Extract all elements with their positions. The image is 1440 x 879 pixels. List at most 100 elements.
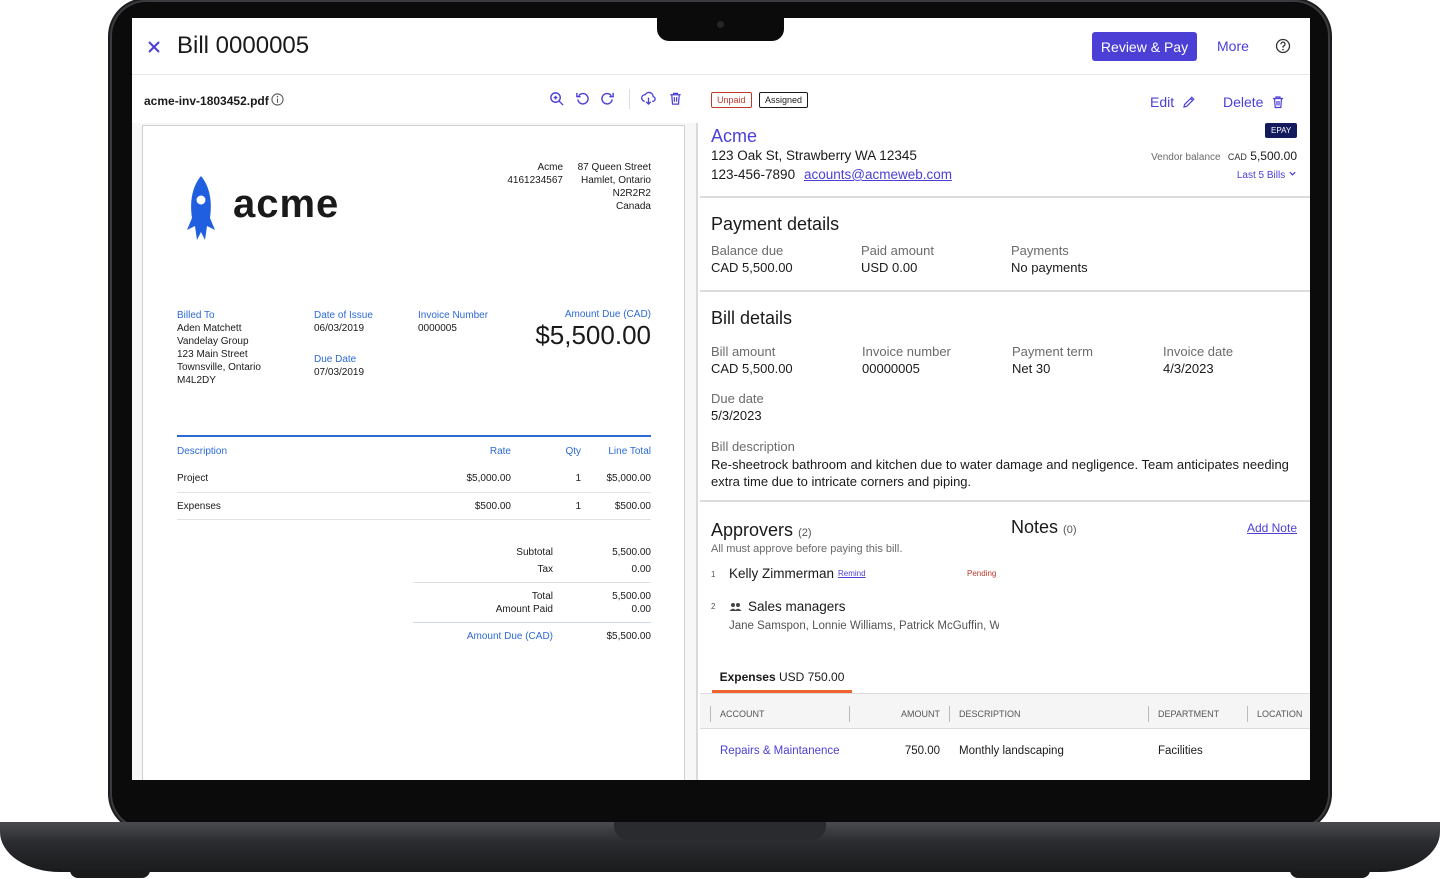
- col-qty: Qty: [565, 446, 581, 457]
- col-description[interactable]: DESCRIPTION: [959, 709, 1021, 719]
- balance-due-label: Balance due: [711, 243, 784, 258]
- col-location[interactable]: LOCATION: [1257, 709, 1303, 719]
- chevron-down-icon: [1289, 171, 1296, 176]
- due-date-block: Due Date 07/03/2019: [314, 354, 365, 378]
- subtotal-values: 5,500.00 0.00: [612, 547, 651, 575]
- rotate-right-icon[interactable]: [600, 91, 615, 106]
- row-description: Monthly landscaping: [959, 745, 1064, 757]
- date-of-issue-block: Date of Issue 06/03/2019: [314, 310, 373, 334]
- approvers-title: Approvers (2): [711, 520, 812, 540]
- col-rate: Rate: [489, 446, 511, 457]
- approver-group-name: Sales managers: [748, 599, 846, 614]
- app-screen: Bill 0000005 Review & Pay More acme-inv-…: [132, 18, 1310, 780]
- info-icon[interactable]: [271, 93, 284, 106]
- more-button[interactable]: More: [1217, 38, 1249, 54]
- approver-index: 1: [711, 570, 716, 579]
- edit-label: Edit: [1150, 94, 1175, 110]
- line-item-qty: 1: [575, 501, 581, 512]
- line-item-rate: $5,000.00: [466, 473, 512, 484]
- close-icon[interactable]: [146, 39, 162, 55]
- invoice-date-value: 4/3/2023: [1163, 361, 1214, 376]
- line-item-total: $5,000.00: [606, 473, 652, 484]
- totals-divider: [413, 622, 651, 623]
- rotate-left-icon[interactable]: [575, 91, 590, 106]
- amount-due-footer-value: $5,500.00: [606, 631, 652, 642]
- col-account[interactable]: ACCOUNT: [720, 709, 765, 719]
- approver-name: Kelly Zimmerman: [729, 566, 835, 581]
- review-pay-button[interactable]: Review & Pay: [1092, 32, 1197, 61]
- pencil-icon: [1183, 96, 1195, 108]
- remind-link[interactable]: Remind: [838, 569, 866, 578]
- subtotal-labels: Subtotal Tax: [516, 547, 553, 575]
- trash-icon[interactable]: [668, 91, 683, 106]
- camera-notch: [657, 18, 784, 41]
- line-item-description: Expenses: [177, 501, 221, 512]
- bill-description-label: Bill description: [711, 439, 795, 454]
- status-badge-assigned: Assigned: [759, 92, 809, 108]
- row-amount: 750.00: [904, 745, 940, 757]
- download-icon[interactable]: [641, 91, 656, 106]
- balance-due-value: CAD 5,500.00: [711, 260, 793, 275]
- last-5-bills-dropdown[interactable]: Last 5 Bills: [1237, 169, 1297, 181]
- help-icon[interactable]: [1275, 38, 1291, 54]
- top-bar: Bill 0000005 Review & Pay More: [132, 18, 1310, 75]
- expenses-table-header: ACCOUNT AMOUNT DESCRIPTION DEPARTMENT LO…: [700, 693, 1310, 729]
- section-divider: [700, 500, 1310, 502]
- amount-due-block: Amount Due (CAD) $5,500.00: [491, 309, 651, 351]
- row-department: Facilities: [1158, 745, 1203, 757]
- bill-amount-value: CAD 5,500.00: [711, 361, 793, 376]
- total-values: 5,500.00 0.00: [612, 591, 651, 615]
- paid-amount-value: USD 0.00: [861, 260, 918, 275]
- col-line-total: Line Total: [608, 446, 651, 457]
- line-item-total: $500.00: [614, 501, 651, 512]
- approver-index: 2: [711, 602, 716, 611]
- col-description: Description: [177, 446, 228, 457]
- bill-description-value: Re-sheetrock bathroom and kitchen due to…: [711, 457, 1289, 489]
- rocket-icon: [187, 176, 215, 240]
- due-date-label: Due date: [711, 391, 764, 406]
- totals-divider: [413, 582, 651, 583]
- bill-details-pane: Unpaid Assigned Edit Delete Acme 123 Oak…: [700, 75, 1310, 780]
- tab-expenses[interactable]: Expenses USD 750.00: [712, 665, 852, 693]
- vendor-email-link[interactable]: acounts@acmeweb.com: [804, 167, 953, 182]
- col-amount[interactable]: AMOUNT: [901, 709, 940, 719]
- payments-label: Payments: [1011, 243, 1069, 258]
- vendor-address: 87 Queen Street Hamlet, Ontario N2R2R2 Cana…: [577, 162, 651, 212]
- due-date-value: 5/3/2023: [711, 408, 762, 423]
- zoom-in-icon[interactable]: [549, 91, 564, 106]
- approver-group-members: Jane Samspon, Lonnie Williams, Patrick M…: [729, 620, 999, 632]
- line-item-qty: 1: [575, 473, 581, 484]
- amount-due-value: $5,500.00: [535, 320, 651, 350]
- status-badge-unpaid: Unpaid: [711, 92, 752, 108]
- row-account[interactable]: Repairs & Maintanence: [720, 745, 840, 757]
- col-department[interactable]: DEPARTMENT: [1158, 709, 1220, 719]
- vendor-phone: 123-456-7890: [711, 167, 796, 182]
- delete-label: Delete: [1223, 94, 1264, 110]
- vendor-name[interactable]: Acme: [711, 126, 758, 146]
- edit-button[interactable]: Edit: [1150, 94, 1196, 110]
- epay-badge: EPAY: [1265, 123, 1298, 138]
- vendor-balance: Vendor balance CAD 5,500.00: [1151, 149, 1297, 163]
- invoice-date-label: Invoice date: [1163, 344, 1234, 359]
- invoice-number-block: Invoice Number 0000005: [418, 310, 489, 334]
- file-toolbar: acme-inv-1803452.pdf: [132, 75, 698, 123]
- camera-icon: [717, 21, 724, 28]
- group-icon: [729, 603, 742, 611]
- invoice-document: acme Acme 4161234567 87 Queen Street Hamle…: [142, 125, 685, 780]
- add-note-link[interactable]: Add Note: [1246, 521, 1297, 535]
- row-divider: [177, 492, 651, 493]
- bill-amount-label: Bill amount: [711, 344, 776, 359]
- toolbar-divider: [629, 89, 630, 109]
- delete-button[interactable]: Delete: [1223, 94, 1285, 110]
- notes-title: Notes (0): [1011, 517, 1077, 537]
- table-top-rule: [177, 435, 651, 437]
- bill-details-title: Bill details: [711, 308, 793, 328]
- total-labels: Total Amount Paid: [495, 591, 553, 615]
- vendor-contact: Acme 4161234567: [507, 162, 563, 186]
- billed-to-block: Billed To Aden Matchett Vandelay Group 123…: [177, 310, 261, 386]
- invoice-number-label: Invoice number: [862, 344, 951, 359]
- section-divider: [700, 290, 1310, 292]
- approver-status-badge: Pending: [967, 569, 997, 578]
- payment-details-title: Payment details: [711, 214, 840, 234]
- file-name: acme-inv-1803452.pdf: [144, 94, 269, 108]
